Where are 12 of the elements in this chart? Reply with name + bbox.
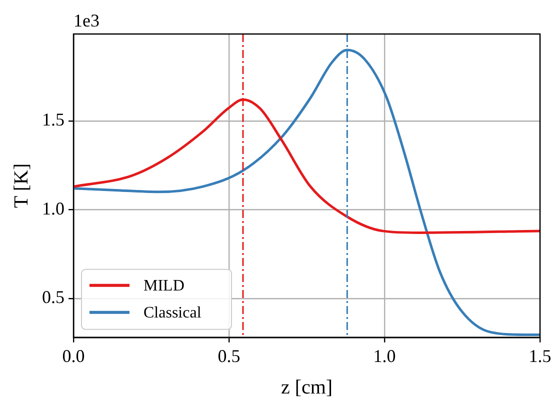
y-tick-label: 1.5 [42,110,64,130]
y-axis-title: T [K] [10,163,32,208]
x-tick-label: 1.0 [373,346,396,366]
legend-label: Classical [144,304,202,322]
x-tick-label: 0.5 [218,346,240,366]
y-tick-label: 0.5 [42,287,64,308]
legend-label: MILD [144,278,184,295]
text: 1e3 [74,10,100,31]
x-axis-title: z [cm] [280,376,333,398]
x-tick-label: 0.0 [62,346,85,366]
x-tick-label: 1.5 [528,346,552,366]
y-tick-label: 1.0 [42,198,64,218]
